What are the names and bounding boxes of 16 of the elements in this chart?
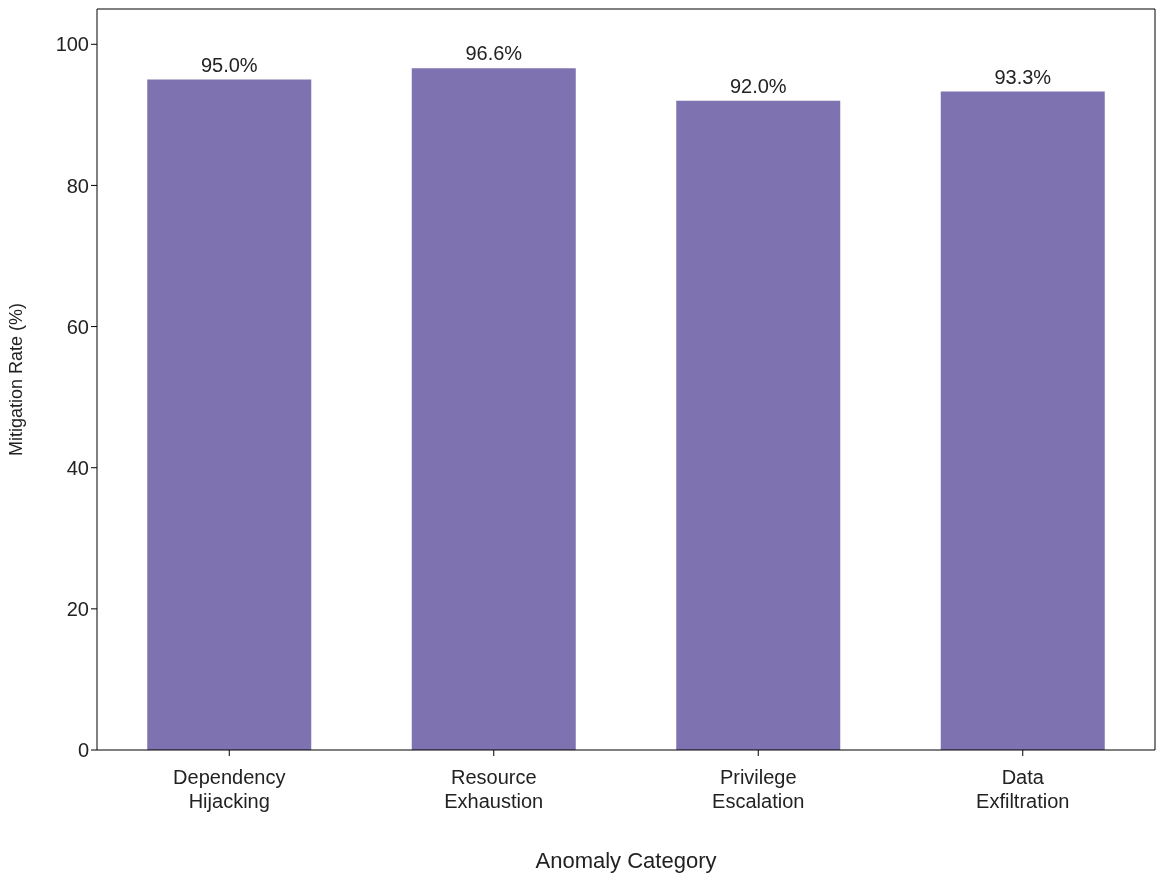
data-label: 96.6% xyxy=(465,42,523,65)
y-tick-label: 60 xyxy=(66,315,89,338)
data-label: 95.0% xyxy=(200,53,258,76)
y-tick-label: 100 xyxy=(55,33,89,56)
y-axis-title: Mitigation Rate (%) xyxy=(6,302,27,457)
y-tick-label: 0 xyxy=(77,739,89,762)
x-axis-title: Anomaly Category xyxy=(535,848,717,873)
y-tick-label: 20 xyxy=(66,597,89,620)
y-tick-label: 80 xyxy=(66,174,89,197)
data-label: 93.3% xyxy=(994,65,1052,88)
x-tick-label: Data Exfiltration xyxy=(976,766,1070,812)
data-label: 92.0% xyxy=(729,74,787,97)
y-tick-label: 40 xyxy=(66,456,89,479)
x-tick-label: Dependency Hijacking xyxy=(173,766,286,812)
x-tick-label: Privilege Escalation xyxy=(712,766,805,812)
x-tick-label: Resource Exhaustion xyxy=(444,766,544,812)
